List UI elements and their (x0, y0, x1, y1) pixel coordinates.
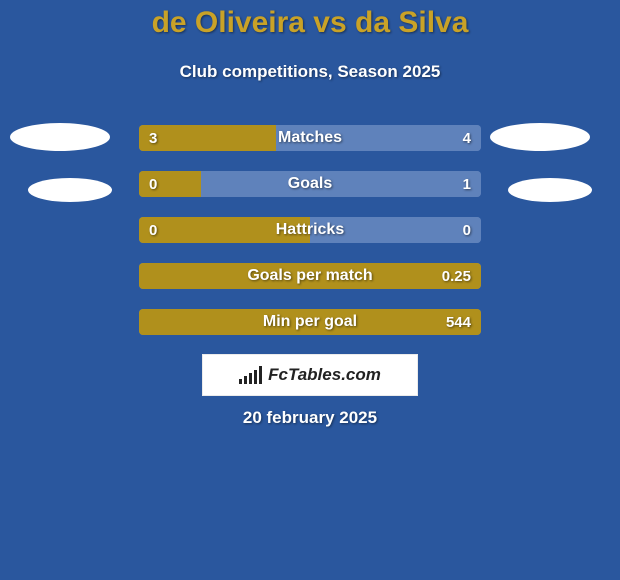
logo-bar (259, 366, 262, 384)
stat-value-right: 544 (446, 309, 471, 335)
stat-row: Min per goal544 (139, 309, 481, 335)
stat-value-right: 0.25 (442, 263, 471, 289)
stat-row: Matches3 4 (139, 125, 481, 151)
stat-value-right: 4 (463, 125, 471, 151)
stat-value-right: 0 (463, 217, 471, 243)
stat-label: Matches (139, 125, 481, 151)
stat-row: Goals0 1 (139, 171, 481, 197)
logo-bar (249, 373, 252, 384)
avatar-left_bot (28, 178, 112, 202)
logo-bar (244, 376, 247, 384)
date-text: 20 february 2025 (0, 408, 620, 428)
stat-label: Hattricks (139, 217, 481, 243)
stat-value-left: 3 (149, 125, 157, 151)
stat-label: Goals per match (139, 263, 481, 289)
page-subtitle: Club competitions, Season 2025 (0, 62, 620, 82)
stat-row: Hattricks0 0 (139, 217, 481, 243)
bar-chart-icon (239, 366, 262, 384)
stat-row: Goals per match0.25 (139, 263, 481, 289)
avatar-left_top (10, 123, 110, 151)
logo-bar (254, 370, 257, 384)
stat-label: Min per goal (139, 309, 481, 335)
comparison-infographic: de Oliveira vs da Silva Club competition… (0, 0, 620, 580)
stat-value-left: 0 (149, 217, 157, 243)
page-title: de Oliveira vs da Silva (0, 6, 620, 40)
stat-label: Goals (139, 171, 481, 197)
avatar-right_bot (508, 178, 592, 202)
stat-value-left: 0 (149, 171, 157, 197)
logo-box: FcTables.com (202, 354, 418, 396)
comparison-bars: Matches34Goals01Hattricks00Goals per mat… (139, 125, 481, 355)
stat-value-right: 1 (463, 171, 471, 197)
logo-text: FcTables.com (268, 365, 381, 385)
avatar-right_top (490, 123, 590, 151)
logo-bar (239, 379, 242, 384)
